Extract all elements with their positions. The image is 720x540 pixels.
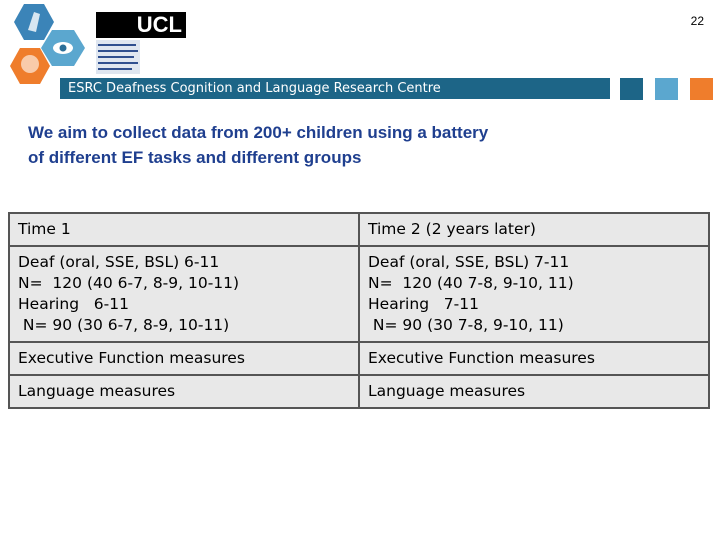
cell-line: Time 2 (2 years later) — [368, 220, 536, 238]
header-bar: ESRC Deafness Cognition and Language Res… — [60, 78, 610, 99]
table-cell: Language measures — [358, 374, 710, 409]
square — [655, 78, 678, 100]
cell-line: Time 1 — [18, 220, 71, 238]
cell-line: Language measures — [368, 382, 526, 400]
table-cell: Language measures — [8, 374, 360, 409]
heading-line: of different EF tasks and different grou… — [28, 148, 362, 167]
table-row: Executive Function measures Executive Fun… — [8, 341, 710, 376]
cell-line: N= 90 (30 7-8, 9-10, 11) — [368, 316, 564, 334]
table-row: Language measures Language measures — [8, 374, 710, 409]
table-cell: Time 2 (2 years later) — [358, 212, 710, 247]
table-cell: Deaf (oral, SSE, BSL) 6-11 N= 120 (40 6-7… — [8, 245, 360, 343]
page-number: 22 — [690, 14, 704, 28]
cell-line: Hearing 6-11 — [18, 295, 129, 313]
ucl-logo: UCL — [96, 12, 186, 38]
cell-line: N= 120 (40 7-8, 9-10, 11) — [368, 274, 574, 292]
cell-line: Deaf (oral, SSE, BSL) 7-11 — [368, 253, 570, 271]
cell-line: Hearing 7-11 — [368, 295, 479, 313]
table-cell: Executive Function measures — [358, 341, 710, 376]
cell-line: N= 90 (30 6-7, 8-9, 10-11) — [18, 316, 230, 334]
square — [690, 78, 713, 100]
esrc-logo — [96, 40, 140, 74]
table-cell: Deaf (oral, SSE, BSL) 7-11 N= 120 (40 7-8… — [358, 245, 710, 343]
table-row: Time 1 Time 2 (2 years later) — [8, 212, 710, 247]
cell-line: Deaf (oral, SSE, BSL) 6-11 — [18, 253, 220, 271]
heading-line: We aim to collect data from 200+ childre… — [28, 123, 489, 142]
cell-line: Executive Function measures — [18, 349, 245, 367]
cell-line: Language measures — [18, 382, 176, 400]
table-row: Deaf (oral, SSE, BSL) 6-11 N= 120 (40 6-7… — [8, 245, 710, 343]
square — [620, 78, 643, 100]
cell-line: Executive Function measures — [368, 349, 595, 367]
table-cell: Executive Function measures — [8, 341, 360, 376]
table-cell: Time 1 — [8, 212, 360, 247]
table: Time 1 Time 2 (2 years later) Deaf (oral, … — [8, 212, 710, 409]
hexagon-logos — [10, 4, 85, 84]
cell-line: N= 120 (40 6-7, 8-9, 10-11) — [18, 274, 240, 292]
